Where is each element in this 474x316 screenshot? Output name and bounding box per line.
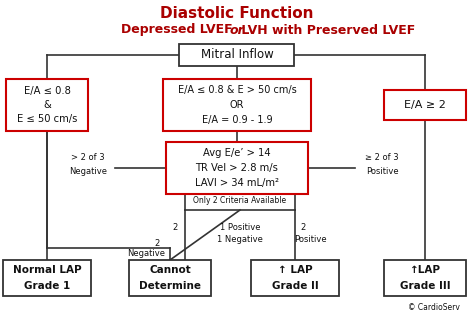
Text: 2: 2 (173, 223, 178, 233)
Text: ↑LAP: ↑LAP (410, 265, 440, 275)
Text: Mitral Inflow: Mitral Inflow (201, 48, 273, 62)
Text: Only 2 Criteria Available: Only 2 Criteria Available (193, 196, 287, 205)
Text: E/A = 0.9 - 1.9: E/A = 0.9 - 1.9 (202, 115, 272, 125)
Text: OR: OR (230, 100, 244, 110)
Text: ↑ LAP: ↑ LAP (278, 265, 312, 275)
Text: Negative: Negative (69, 167, 107, 175)
Text: © CardioServ: © CardioServ (408, 303, 460, 313)
Text: E/A ≥ 2: E/A ≥ 2 (404, 100, 446, 110)
FancyBboxPatch shape (166, 142, 308, 194)
FancyBboxPatch shape (180, 44, 294, 66)
FancyBboxPatch shape (163, 79, 311, 131)
Text: Grade 1: Grade 1 (24, 281, 70, 291)
Text: Avg E/e’ > 14: Avg E/e’ > 14 (203, 148, 271, 158)
Text: Cannot: Cannot (149, 265, 191, 275)
Text: 2: 2 (301, 223, 306, 233)
FancyBboxPatch shape (384, 260, 466, 296)
Text: ≥ 2 of 3: ≥ 2 of 3 (365, 154, 399, 162)
Text: Determine: Determine (139, 281, 201, 291)
FancyBboxPatch shape (384, 90, 466, 120)
FancyBboxPatch shape (6, 79, 88, 131)
Text: Grade III: Grade III (400, 281, 450, 291)
FancyBboxPatch shape (251, 260, 339, 296)
Text: Depressed LVEF: Depressed LVEF (121, 23, 237, 37)
Text: Negative: Negative (127, 248, 165, 258)
Text: Positive: Positive (365, 167, 398, 175)
Text: TR Vel > 2.8 m/s: TR Vel > 2.8 m/s (196, 163, 278, 173)
Text: 2: 2 (155, 239, 160, 247)
Text: > 2 of 3: > 2 of 3 (71, 154, 105, 162)
FancyBboxPatch shape (129, 260, 211, 296)
Text: Normal LAP: Normal LAP (13, 265, 82, 275)
Text: E/A ≤ 0.8 & E > 50 cm/s: E/A ≤ 0.8 & E > 50 cm/s (178, 85, 296, 95)
Text: or: or (229, 23, 245, 37)
Text: 1 Positive: 1 Positive (220, 223, 260, 233)
Text: &: & (43, 100, 51, 110)
Text: Positive: Positive (294, 234, 326, 244)
Text: LVH with Preserved LVEF: LVH with Preserved LVEF (237, 23, 415, 37)
Text: 1 Negative: 1 Negative (217, 234, 263, 244)
Text: E/A ≤ 0.8: E/A ≤ 0.8 (24, 86, 71, 96)
Text: LAVI > 34 mL/m²: LAVI > 34 mL/m² (195, 178, 279, 188)
Text: Grade II: Grade II (272, 281, 319, 291)
Text: Diastolic Function: Diastolic Function (160, 7, 314, 21)
FancyBboxPatch shape (3, 260, 91, 296)
Text: E ≤ 50 cm/s: E ≤ 50 cm/s (17, 114, 77, 124)
